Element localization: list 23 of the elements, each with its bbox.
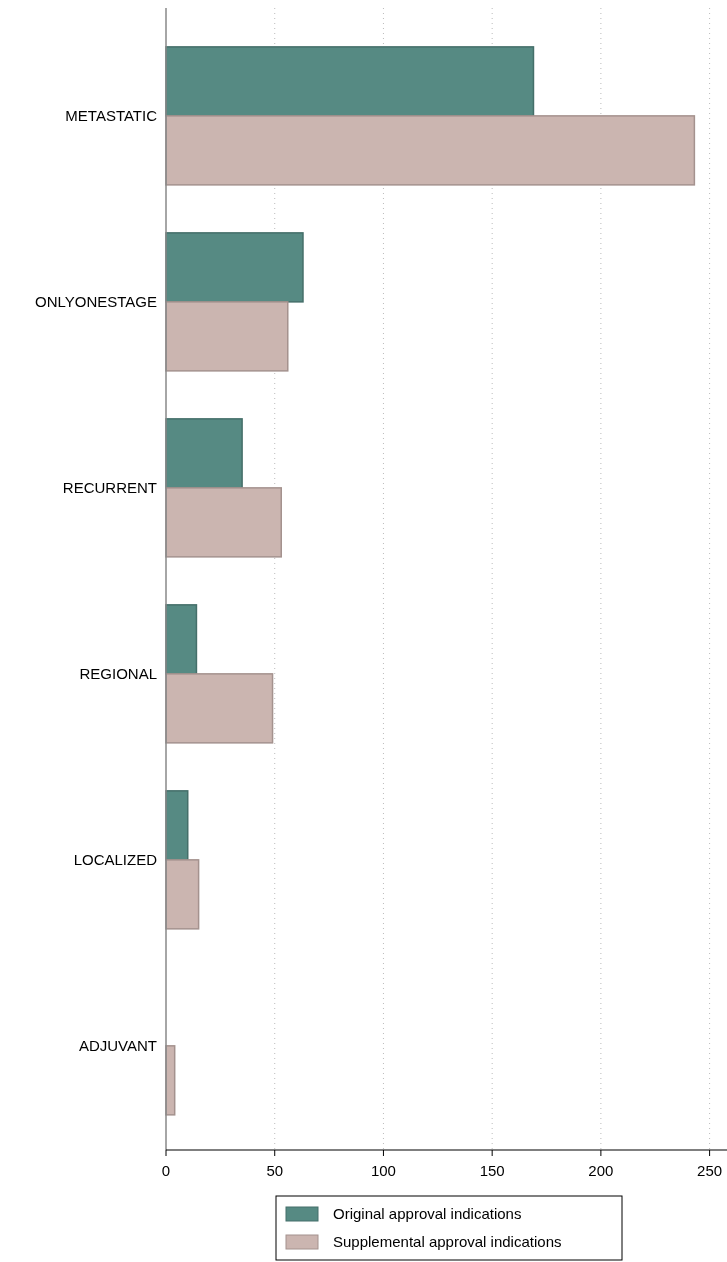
bar	[165, 418, 243, 489]
bar	[165, 487, 282, 558]
x-tick-label: 100	[370, 1162, 396, 1179]
bar	[165, 859, 200, 930]
bar	[165, 301, 289, 372]
y-tick-label: ONLYONESTAGE	[35, 292, 157, 310]
y-tick-label: METASTATIC	[65, 106, 158, 124]
bar	[165, 604, 198, 675]
bar	[165, 232, 304, 303]
x-tick-label: 150	[479, 1162, 505, 1179]
x-tick-label: 50	[266, 1162, 284, 1179]
y-tick-label: REGIONAL	[79, 664, 157, 682]
legend-label: Original approval indications	[333, 1205, 522, 1222]
x-tick-label: 200	[588, 1162, 614, 1179]
legend-label: Supplemental approval indications	[333, 1233, 562, 1250]
y-tick-label: ADJUVANT	[78, 1036, 157, 1054]
bar	[165, 115, 696, 186]
x-tick-label: 0	[161, 1162, 171, 1179]
y-tick-label: RECURRENT	[62, 478, 157, 496]
x-tick-label: 250	[697, 1162, 723, 1179]
bar	[165, 673, 274, 744]
bar	[165, 46, 535, 117]
y-tick-label: LOCALIZED	[73, 850, 158, 868]
